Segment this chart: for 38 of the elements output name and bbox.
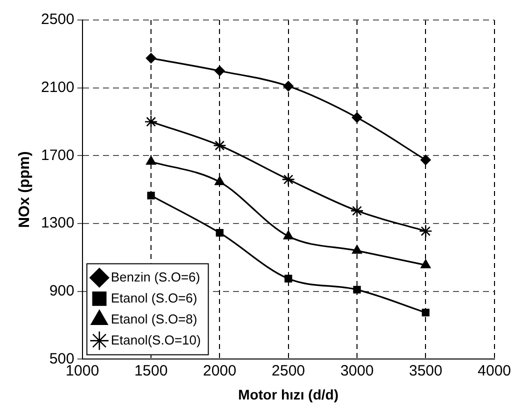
legend-label: Benzin (S.O=6)	[110, 269, 200, 284]
point	[284, 274, 292, 282]
point	[352, 245, 362, 254]
y-tick-label: 900	[49, 282, 74, 300]
point	[214, 66, 225, 76]
point	[422, 308, 430, 316]
x-tick-label: 1500	[134, 362, 168, 380]
legend-label: Etanol (S.O=6)	[110, 290, 198, 306]
point	[147, 192, 155, 200]
point	[353, 286, 361, 294]
legend-label: Etanol(S.O=10)	[110, 332, 201, 348]
point	[420, 259, 431, 268]
x-tick-label: 3000	[340, 362, 374, 380]
y-tick-label: 1700	[40, 146, 74, 164]
y-tick-label: 2500	[40, 11, 74, 28]
point	[144, 115, 158, 128]
point	[146, 53, 156, 64]
point	[350, 204, 364, 218]
point	[216, 229, 224, 237]
y-axis-title: NOx (ppm)	[16, 151, 34, 228]
x-axis-title: Motor hızı (d/d)	[238, 386, 338, 402]
point	[419, 224, 432, 238]
point	[146, 156, 156, 165]
y-tick-label: 1300	[40, 214, 74, 232]
point	[214, 176, 225, 186]
point	[283, 230, 294, 240]
x-tick-label: 2500	[272, 362, 306, 380]
x-tick-label: 2000	[202, 362, 236, 380]
legend-label: Etanol (S.O=8)	[110, 311, 198, 326]
x-tick-label: 1000	[66, 362, 100, 380]
y-tick-label: 2100	[40, 78, 74, 96]
point	[352, 112, 362, 123]
point	[282, 172, 295, 186]
x-tick-label: 4000	[478, 362, 512, 380]
point	[420, 154, 431, 166]
point	[213, 138, 226, 152]
point	[283, 80, 294, 92]
x-tick-label: 3500	[408, 362, 442, 380]
